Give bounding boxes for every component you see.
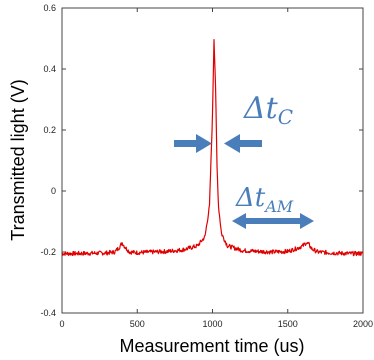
plot-frame [61,7,364,314]
y-tick-label: -0.2 [40,247,56,257]
x-tick-label: 500 [130,319,145,329]
y-axis-ticks: -0.4 -0.2 0 0.2 0.4 0.6 [40,3,363,318]
annotation-dtam-label: ΔtAM [235,183,294,216]
x-tick-label: 2000 [353,319,373,329]
y-tick-label: 0.4 [43,64,56,74]
annotation-dtam-sub: AM [263,197,294,216]
y-tick-label: 0.6 [43,3,56,13]
x-axis-label: Measurement time (us) [119,336,304,356]
series-group [61,38,364,257]
arrow-left-inward [174,134,212,153]
x-tick-label: 1000 [202,319,222,329]
y-tick-label: -0.4 [40,308,56,318]
y-tick-label: 0.2 [43,125,56,135]
series-line [61,38,364,257]
annotation-dtc-label: ΔtC [243,91,293,129]
annotation-dtc-base: Δt [243,91,279,126]
arrow-right-inward [224,134,262,153]
x-axis-ticks: 0 500 1000 1500 2000 [59,8,373,329]
annotation-dtam-base: Δt [235,183,266,213]
x-tick-label: 0 [59,319,64,329]
annotation-dtc-sub: C [278,105,293,129]
annotation-dtam: ΔtAM [232,183,314,229]
x-tick-label: 1500 [278,319,298,329]
y-axis-label: Transmitted light (V) [8,79,28,240]
double-headed-arrow [232,213,314,229]
y-tick-label: 0 [51,186,56,196]
annotation-dtc: ΔtC [174,91,293,153]
